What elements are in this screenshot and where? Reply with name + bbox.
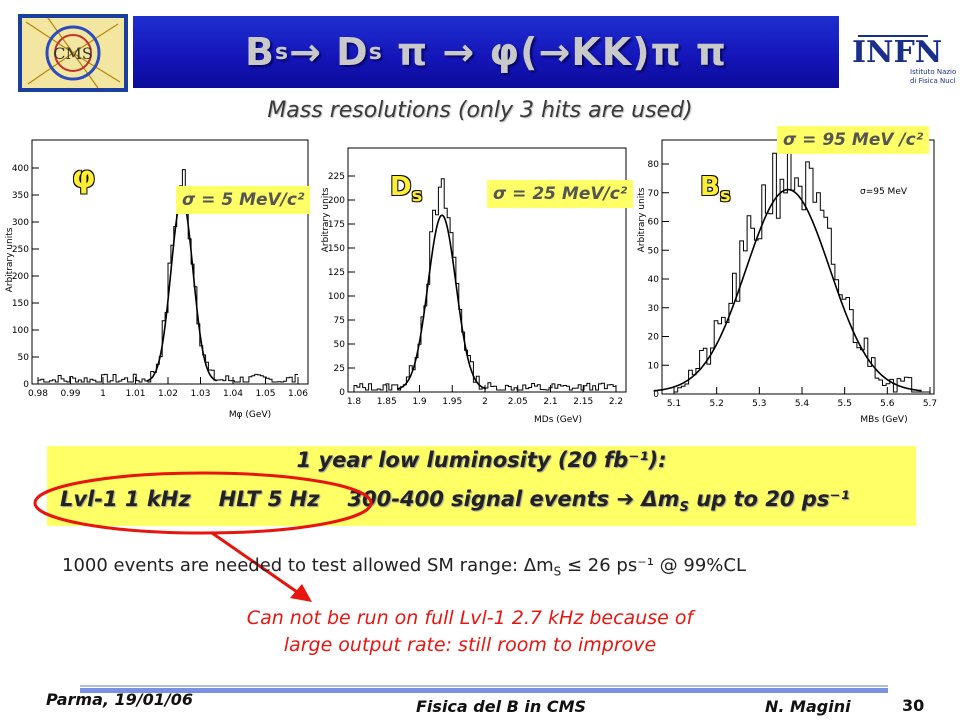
x-tick-label: 1.06: [288, 389, 308, 399]
luminosity-title: 1 year low luminosity (20 fb⁻¹):: [296, 448, 667, 472]
phi-label: φ: [72, 160, 96, 195]
sigma-bs-box: σ = 95 MeV /c²: [777, 126, 930, 154]
y-tick-label: 250: [12, 245, 29, 255]
x-tick-label: 1: [100, 389, 106, 399]
x-tick-label: 1.04: [223, 389, 243, 399]
y-tick-label: 70: [648, 189, 660, 199]
y-tick-label: 125: [328, 268, 345, 278]
infn-logo: INFN Istituto Nazionale di Fisica Nuclea…: [846, 22, 960, 92]
signal-events: 300-400 signal events ➔ ΔmS up to 20 ps⁻…: [347, 487, 850, 516]
x-tick-label: 0.99: [60, 389, 80, 399]
y-axis-label: Arbitrary units: [5, 227, 15, 292]
y-tick-label: 150: [328, 244, 345, 254]
x-tick-label: 1.02: [158, 389, 178, 399]
y-tick-label: 200: [328, 196, 345, 206]
ds-label: Ds: [390, 172, 423, 207]
y-tick-label: 50: [18, 353, 30, 363]
x-tick-label: 0.98: [28, 389, 48, 399]
x-tick-label: 2: [482, 397, 488, 407]
output-rate-note: Can not be run on full Lvl-1 2.7 kHz bec…: [246, 607, 694, 656]
subtitle: Mass resolutions (only 3 hits are used): [267, 98, 693, 123]
x-tick-label: 2.2: [609, 397, 623, 407]
y-tick-label: 0: [23, 380, 29, 390]
bs-label: Bs: [700, 172, 731, 207]
y-tick-label: 350: [12, 191, 29, 201]
y-tick-label: 40: [648, 275, 660, 285]
y-tick-label: 80: [648, 160, 660, 170]
y-tick-label: 150: [12, 299, 29, 309]
events-needed-text: 1000 events are needed to test allowed S…: [62, 555, 747, 579]
y-tick-label: 0: [653, 390, 659, 400]
x-tick-label: 2.15: [573, 397, 593, 407]
svg-text:INFN: INFN: [852, 35, 942, 70]
y-tick-label: 60: [648, 218, 660, 228]
x-axis-label: Mφ (GeV): [229, 410, 271, 420]
y-tick-label: 0: [339, 388, 345, 398]
x-tick-label: 5.2: [710, 399, 724, 409]
y-tick-label: 300: [12, 218, 29, 228]
x-tick-label: 1.9: [412, 397, 427, 407]
y-tick-label: 175: [328, 220, 345, 230]
footer-divider-light: [80, 685, 888, 687]
x-tick-label: 5.3: [752, 399, 766, 409]
x-tick-label: 1.95: [442, 397, 462, 407]
y-tick-label: 75: [334, 316, 345, 326]
x-tick-label: 5.4: [795, 399, 810, 409]
y-tick-label: 50: [334, 340, 346, 350]
lvl1-rate: Lvl-1 1 kHz: [60, 487, 191, 511]
title-bar: [133, 16, 839, 88]
y-tick-label: 225: [328, 172, 345, 182]
footer-location-date: Parma, 19/01/06: [46, 690, 193, 709]
x-tick-label: 2.05: [508, 397, 528, 407]
plot-phi: Arbitrary units Mφ (GeV) 0 50 100 150 200 250…: [0, 130, 332, 420]
x-tick-label: 1.03: [190, 389, 210, 399]
x-tick-label: 5.1: [667, 399, 681, 409]
hlt-rate: HLT 5 Hz: [218, 487, 320, 511]
y-tick-label: 100: [12, 326, 29, 336]
y-tick-label: 200: [12, 272, 29, 282]
page-number: 30: [902, 696, 925, 715]
y-axis-label: Arbitrary units: [637, 187, 647, 252]
svg-text:CMS: CMS: [53, 44, 93, 63]
x-tick-label: 1.01: [125, 389, 145, 399]
x-tick-label: 1.8: [347, 397, 362, 407]
footer-author: N. Magini: [765, 697, 851, 716]
x-tick-label: 2.1: [543, 397, 557, 407]
y-tick-label: 100: [328, 292, 345, 302]
svg-text:Istituto Nazionale: Istituto Nazionale: [910, 68, 956, 76]
highlight-ellipse: [33, 471, 373, 535]
y-tick-label: 30: [648, 304, 660, 314]
y-tick-label: 20: [648, 333, 660, 343]
inner-sigma-label: σ=95 MeV: [860, 187, 908, 197]
y-tick-label: 400: [12, 164, 29, 174]
x-tick-label: 5.7: [923, 399, 937, 409]
x-axis-label: MDs (GeV): [534, 415, 582, 425]
trigger-rates-row: Lvl-1 1 kHz HLT 5 Hz 300-400 signal events…: [60, 487, 920, 515]
sigma-ds-box: σ = 25 MeV/c²: [487, 180, 634, 208]
luminosity-box: [47, 446, 916, 526]
footer-divider: [80, 688, 888, 693]
x-tick-label: 1.05: [255, 389, 275, 399]
x-tick-label: 5.6: [880, 399, 895, 409]
y-tick-label: 50: [648, 246, 660, 256]
x-tick-label: 1.85: [377, 397, 397, 407]
cms-logo: CMS: [18, 14, 128, 92]
x-axis-label: MBs (GeV): [860, 415, 907, 425]
svg-text:di Fisica Nucleare: di Fisica Nucleare: [910, 77, 956, 85]
arrow-head: [290, 584, 312, 602]
plot-bs: Arbitrary units MBs (GeV) 0 10 20 30 40 50 60 7…: [634, 130, 960, 425]
x-tick-label: 5.5: [838, 399, 852, 409]
sigma-phi-box: σ = 5 MeV/c²: [176, 186, 311, 214]
y-tick-label: 10: [648, 361, 660, 371]
y-axis-label: Arbitrary units: [321, 187, 331, 252]
y-tick-label: 25: [334, 364, 345, 374]
arrow-line: [211, 531, 301, 596]
footer-talk-title: Fisica del B in CMS: [416, 697, 587, 716]
